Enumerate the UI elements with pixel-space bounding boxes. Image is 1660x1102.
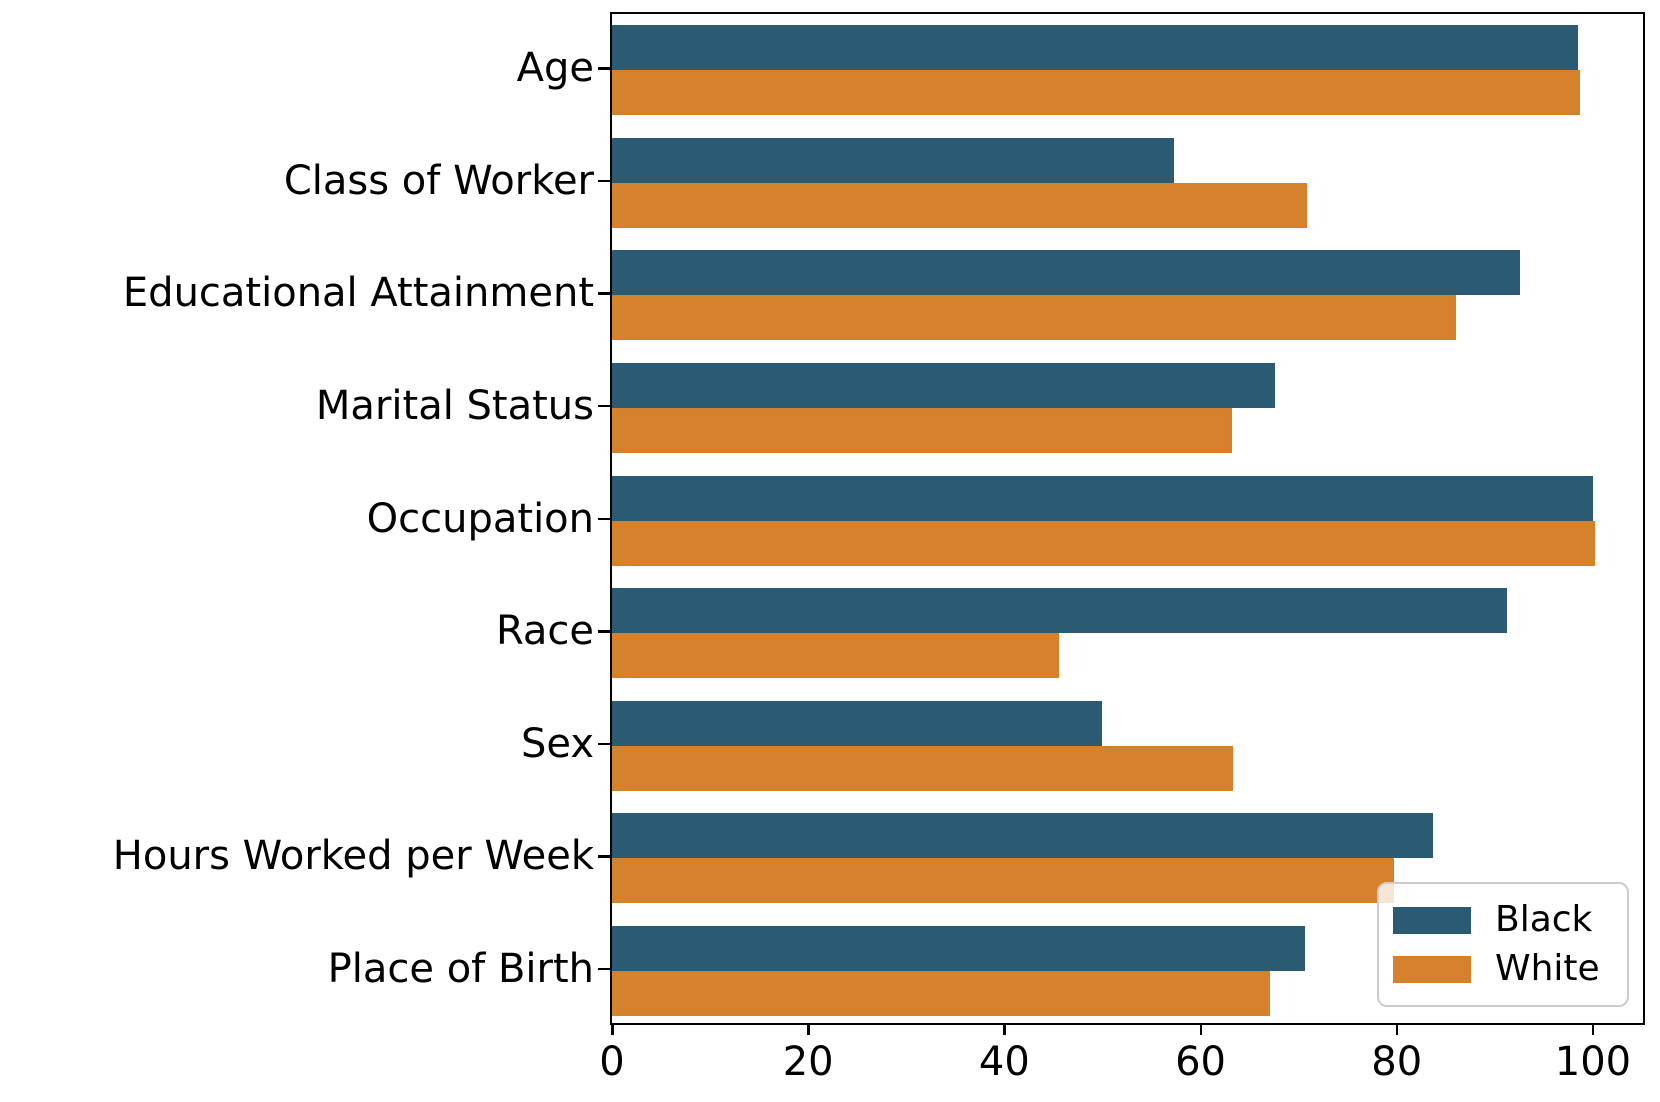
bar-black-hours-worked-per-week xyxy=(612,813,1434,859)
y-tick xyxy=(598,67,610,70)
x-tick-label: 40 xyxy=(978,1039,1030,1085)
bar-group-educational-attainment xyxy=(612,250,1643,341)
y-tick-label: Age xyxy=(516,45,594,92)
x-tick xyxy=(1003,1023,1006,1035)
bar-white-class-of-worker xyxy=(612,182,1308,228)
plot-area xyxy=(610,12,1645,1025)
y-tick xyxy=(598,630,610,633)
bar-white-race xyxy=(612,633,1060,679)
legend-entry-black: Black xyxy=(1393,902,1613,938)
x-tick-label: 100 xyxy=(1554,1039,1632,1085)
bar-white-hours-worked-per-week xyxy=(612,858,1394,904)
x-tick-label: 0 xyxy=(599,1039,625,1085)
y-tick-label: Hours Worked per Week xyxy=(112,833,594,880)
bar-white-marital-status xyxy=(612,407,1232,453)
y-tick-label: Class of Worker xyxy=(283,157,594,204)
legend: Black White xyxy=(1377,882,1629,1007)
bar-group-marital-status xyxy=(612,362,1643,453)
y-tick xyxy=(598,404,610,408)
y-tick-label: Place of Birth xyxy=(327,945,594,992)
bar-black-occupation xyxy=(612,475,1593,521)
y-tick xyxy=(598,517,610,520)
bar-black-sex xyxy=(612,700,1103,746)
bar-group-hours-worked-per-week xyxy=(612,813,1643,904)
bar-group-class-of-worker xyxy=(612,137,1643,228)
legend-entry-white: White xyxy=(1393,951,1613,987)
y-tick-label: Marital Status xyxy=(315,382,594,429)
x-tick-label: 80 xyxy=(1371,1039,1423,1085)
bar-group-place-of-birth xyxy=(612,925,1643,1016)
y-tick-label: Educational Attainment xyxy=(122,270,594,317)
x-tick xyxy=(807,1023,810,1035)
y-tick-label: Race xyxy=(495,608,594,655)
bar-white-place-of-birth xyxy=(612,970,1271,1016)
y-tick-label: Sex xyxy=(521,720,594,767)
x-tick-label: 60 xyxy=(1175,1039,1227,1085)
x-tick xyxy=(1199,1023,1203,1035)
bar-group-age xyxy=(612,25,1643,116)
x-tick xyxy=(611,1023,614,1035)
y-tick-label: Occupation xyxy=(366,495,594,542)
bar-white-educational-attainment xyxy=(612,295,1456,341)
y-tick xyxy=(598,967,610,971)
bar-black-race xyxy=(612,588,1507,634)
bar-white-sex xyxy=(612,745,1233,791)
y-tick xyxy=(598,292,610,295)
bar-white-occupation xyxy=(612,520,1595,566)
legend-swatch-black xyxy=(1393,906,1471,934)
bar-black-class-of-worker xyxy=(612,137,1175,183)
x-tick-label: 20 xyxy=(782,1039,834,1085)
bar-black-marital-status xyxy=(612,362,1276,408)
legend-label: White xyxy=(1495,948,1600,989)
legend-label: Black xyxy=(1495,899,1593,940)
bar-black-place-of-birth xyxy=(612,925,1305,971)
bar-white-age xyxy=(612,70,1581,116)
x-tick xyxy=(1395,1023,1399,1035)
y-tick xyxy=(598,742,610,746)
bar-black-educational-attainment xyxy=(612,250,1521,296)
x-tick xyxy=(1591,1023,1595,1035)
bar-group-occupation xyxy=(612,475,1643,566)
bar-group-sex xyxy=(612,700,1643,791)
y-tick xyxy=(598,855,610,858)
legend-swatch-white xyxy=(1393,955,1471,983)
bar-group-race xyxy=(612,588,1643,679)
bar-black-age xyxy=(612,25,1579,71)
y-tick xyxy=(598,179,610,183)
